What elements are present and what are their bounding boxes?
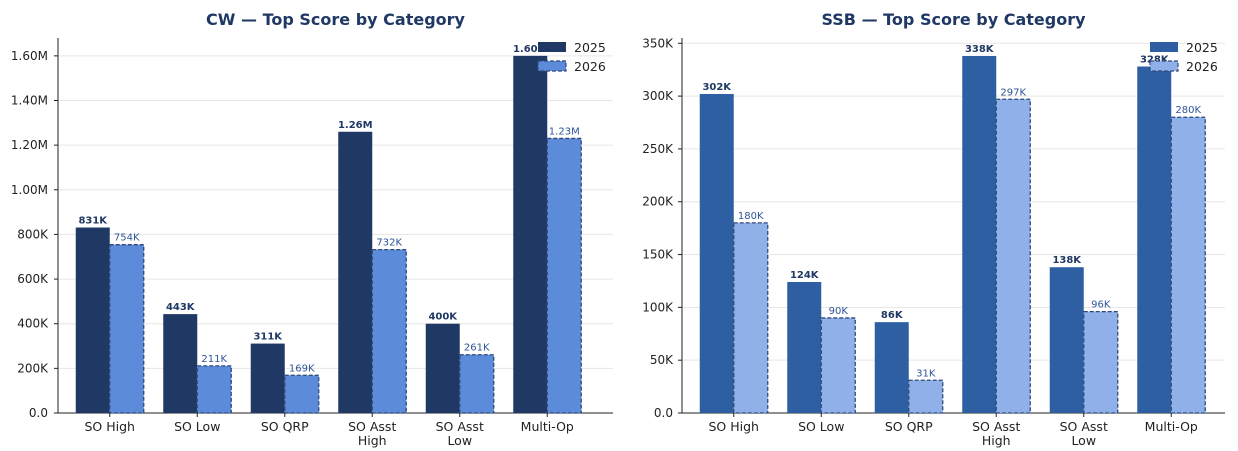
legend-swatch-2026 — [1149, 60, 1179, 72]
data-label: 280K — [1175, 105, 1201, 116]
data-label: 1.60M — [513, 44, 548, 55]
legend-swatch-2025 — [538, 42, 566, 52]
data-label: 732K — [376, 238, 402, 249]
bar-2025 — [338, 131, 373, 413]
x-tick-label: SO Asst Low — [1060, 419, 1108, 448]
x-tick-label: SO QRP — [261, 419, 309, 434]
bar-2025 — [1137, 66, 1172, 414]
legend-label-2026: 2026 — [574, 59, 606, 74]
x-tick-label: Multi-Op — [1145, 419, 1198, 434]
chart-title: SSB — Top Score by Category — [821, 10, 1086, 29]
legend-label-2025: 2025 — [1186, 40, 1218, 55]
data-label: 169K — [289, 363, 315, 374]
y-tick-label: 200K — [17, 361, 49, 375]
bar-2026 — [546, 137, 582, 414]
bar-2025 — [75, 227, 110, 413]
bar-2026 — [284, 374, 320, 414]
bar-2025 — [425, 323, 460, 413]
bar-2026 — [459, 354, 495, 414]
bar-2026 — [733, 222, 769, 414]
plot-group: SSB — Top Score by Category 0.0 50K 100K 150… — [642, 10, 1225, 448]
bar-2026 — [196, 365, 232, 414]
data-label: 124K — [790, 270, 820, 281]
bar-2026 — [995, 98, 1031, 414]
data-label: 443K — [166, 302, 196, 313]
data-label: 302K — [702, 82, 732, 93]
legend-swatch-2026 — [537, 60, 567, 72]
data-label: 96K — [1091, 300, 1111, 311]
y-tick-label: 800K — [17, 227, 49, 241]
x-tick-label: SO High — [85, 419, 135, 434]
data-label: 1.23M — [549, 126, 580, 137]
y-tick-label: 0.0 — [654, 406, 673, 420]
data-label: 328K — [1140, 55, 1170, 66]
y-tick-label: 100K — [642, 300, 674, 314]
bar-2026 — [820, 317, 856, 414]
y-tick-label: 250K — [642, 142, 674, 156]
data-label: 311K — [253, 332, 283, 343]
bar-2025 — [787, 282, 822, 413]
bar-2025 — [699, 93, 734, 414]
data-label: 180K — [738, 211, 764, 222]
y-tick-label: 150K — [642, 248, 674, 262]
x-tick-label: SO High — [709, 419, 759, 434]
y-tick-label: 600K — [17, 272, 49, 286]
cw-chart: CW — Top Score by Category 0.0 200K 400K 600… — [11, 10, 613, 448]
bar-2025 — [163, 314, 198, 413]
data-label: 831K — [78, 216, 108, 227]
data-label: 1.26M — [338, 120, 373, 131]
data-label: 400K — [428, 312, 458, 323]
legend-label-2026: 2026 — [1186, 59, 1218, 74]
bar-2026 — [908, 379, 944, 414]
data-label: 211K — [201, 354, 227, 365]
bar-2026 — [1170, 116, 1206, 414]
y-tick-label: 1.20M — [11, 138, 48, 152]
data-label: 261K — [464, 343, 490, 354]
y-tick-label: 50K — [650, 353, 674, 367]
data-label: 338K — [965, 44, 995, 55]
y-tick-label: 400K — [17, 317, 49, 331]
bar-2026 — [109, 244, 145, 414]
bar-2026 — [371, 248, 407, 414]
data-label: 297K — [1000, 87, 1026, 98]
bar-2025 — [1049, 267, 1084, 413]
data-label: 138K — [1052, 255, 1082, 266]
bar-2025 — [513, 55, 548, 413]
chart-title: CW — Top Score by Category — [206, 10, 465, 29]
bar-2025 — [962, 55, 997, 414]
x-tick-label: SO QRP — [885, 419, 933, 434]
y-tick-label: 350K — [642, 36, 674, 50]
y-tick-label: 1.00M — [11, 183, 48, 197]
bar-2026 — [1083, 310, 1119, 414]
data-label: 754K — [114, 233, 140, 244]
ssb-chart: SSB — Top Score by Category 0.0 50K 100K 150… — [642, 10, 1225, 448]
y-tick-label: 1.40M — [11, 94, 48, 108]
bar-2025 — [250, 343, 285, 413]
y-tick-label: 0.0 — [29, 406, 48, 420]
x-tick-label: SO Low — [798, 419, 844, 434]
data-label: 86K — [881, 310, 904, 321]
x-tick-label: SO Asst Low — [436, 419, 484, 448]
y-tick-label: 1.60M — [11, 49, 48, 63]
legend-label-2025: 2025 — [574, 40, 606, 55]
x-tick-label: Multi-Op — [521, 419, 574, 434]
y-tick-label: 300K — [642, 89, 674, 103]
legend-swatch-2025 — [1150, 42, 1178, 52]
x-tick-label: SO Low — [174, 419, 220, 434]
y-tick-label: 200K — [642, 195, 674, 209]
plot-group: CW — Top Score by Category 0.0 200K 400K 600… — [11, 10, 613, 448]
x-tick-label: SO Asst High — [348, 419, 396, 448]
data-label: 90K — [829, 306, 849, 317]
x-tick-label: SO Asst High — [972, 419, 1020, 448]
bar-2025 — [874, 322, 909, 413]
data-label: 31K — [916, 368, 936, 379]
